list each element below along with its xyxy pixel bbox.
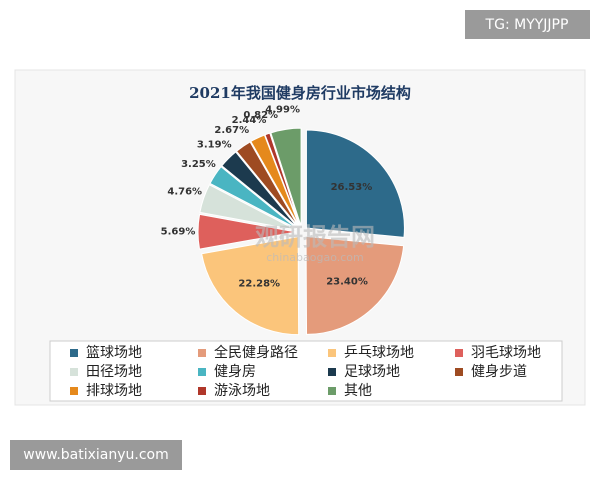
site: www.batixianyu.com bbox=[23, 447, 169, 463]
site-box bbox=[10, 440, 182, 470]
legend-swatch bbox=[328, 349, 336, 357]
legend-label: 羽毛球场地 bbox=[471, 345, 541, 361]
pie-slice bbox=[270, 127, 302, 227]
data-label: 2.67% bbox=[214, 125, 249, 136]
legend-swatch bbox=[70, 349, 78, 357]
data-label: 0.82% bbox=[243, 110, 278, 121]
pie-slice bbox=[199, 184, 297, 231]
legend-label: 排球场地 bbox=[86, 383, 142, 399]
legend-label: 健身房 bbox=[214, 364, 256, 380]
pie-slice bbox=[201, 236, 300, 336]
data-label: 3.19% bbox=[197, 139, 232, 150]
legend-swatch bbox=[198, 387, 206, 395]
data-label: 22.28% bbox=[238, 278, 280, 289]
data-label: 4.76% bbox=[167, 187, 202, 198]
legend-swatch bbox=[455, 349, 463, 357]
legend-swatch bbox=[328, 368, 336, 376]
legend-swatch bbox=[455, 368, 463, 376]
pie-slice bbox=[305, 129, 405, 238]
legend-box bbox=[49, 340, 563, 402]
data-label: 3.25% bbox=[181, 159, 216, 170]
watermark: chinabaogao.com bbox=[266, 251, 364, 264]
pie-slice bbox=[305, 235, 405, 335]
data-label: 4.99% bbox=[265, 105, 300, 116]
tag: TG: MYYJJPP bbox=[485, 17, 569, 33]
pie-slice bbox=[264, 132, 301, 227]
data-label: 23.40% bbox=[326, 276, 368, 287]
data-label: 2.44% bbox=[232, 115, 267, 126]
legend-label: 健身步道 bbox=[471, 364, 527, 380]
tag-box bbox=[465, 10, 590, 39]
pie-slice bbox=[235, 141, 300, 228]
legend-label: 田径场地 bbox=[86, 364, 142, 380]
legend-label: 足球场地 bbox=[344, 364, 400, 380]
legend-swatch bbox=[328, 387, 336, 395]
legend-label: 游泳场地 bbox=[214, 383, 270, 399]
legend-label: 全民健身路径 bbox=[214, 344, 298, 361]
legend-label: 其他 bbox=[344, 383, 372, 399]
legend-swatch bbox=[198, 349, 206, 357]
data-label: 26.53% bbox=[331, 182, 373, 193]
pie-slice bbox=[209, 166, 298, 230]
legend-swatch bbox=[198, 368, 206, 376]
chart-title: 2021年我国健身房行业市场结构 bbox=[189, 84, 411, 102]
legend-swatch bbox=[70, 387, 78, 395]
data-label: 5.69% bbox=[161, 227, 196, 238]
legend-label: 乒乓球场地 bbox=[344, 345, 414, 361]
legend-label: 篮球场地 bbox=[86, 345, 142, 361]
pie: 26.53% 23.40% 22.28% 5.69% 4.76% 3.25% 3.19% 2.… bbox=[161, 105, 405, 336]
pie-slice bbox=[197, 213, 297, 250]
pie-slice bbox=[221, 151, 299, 229]
watermark: 观研报告网 bbox=[255, 223, 375, 251]
pie-slice bbox=[250, 134, 300, 227]
legend-swatch bbox=[70, 368, 78, 376]
